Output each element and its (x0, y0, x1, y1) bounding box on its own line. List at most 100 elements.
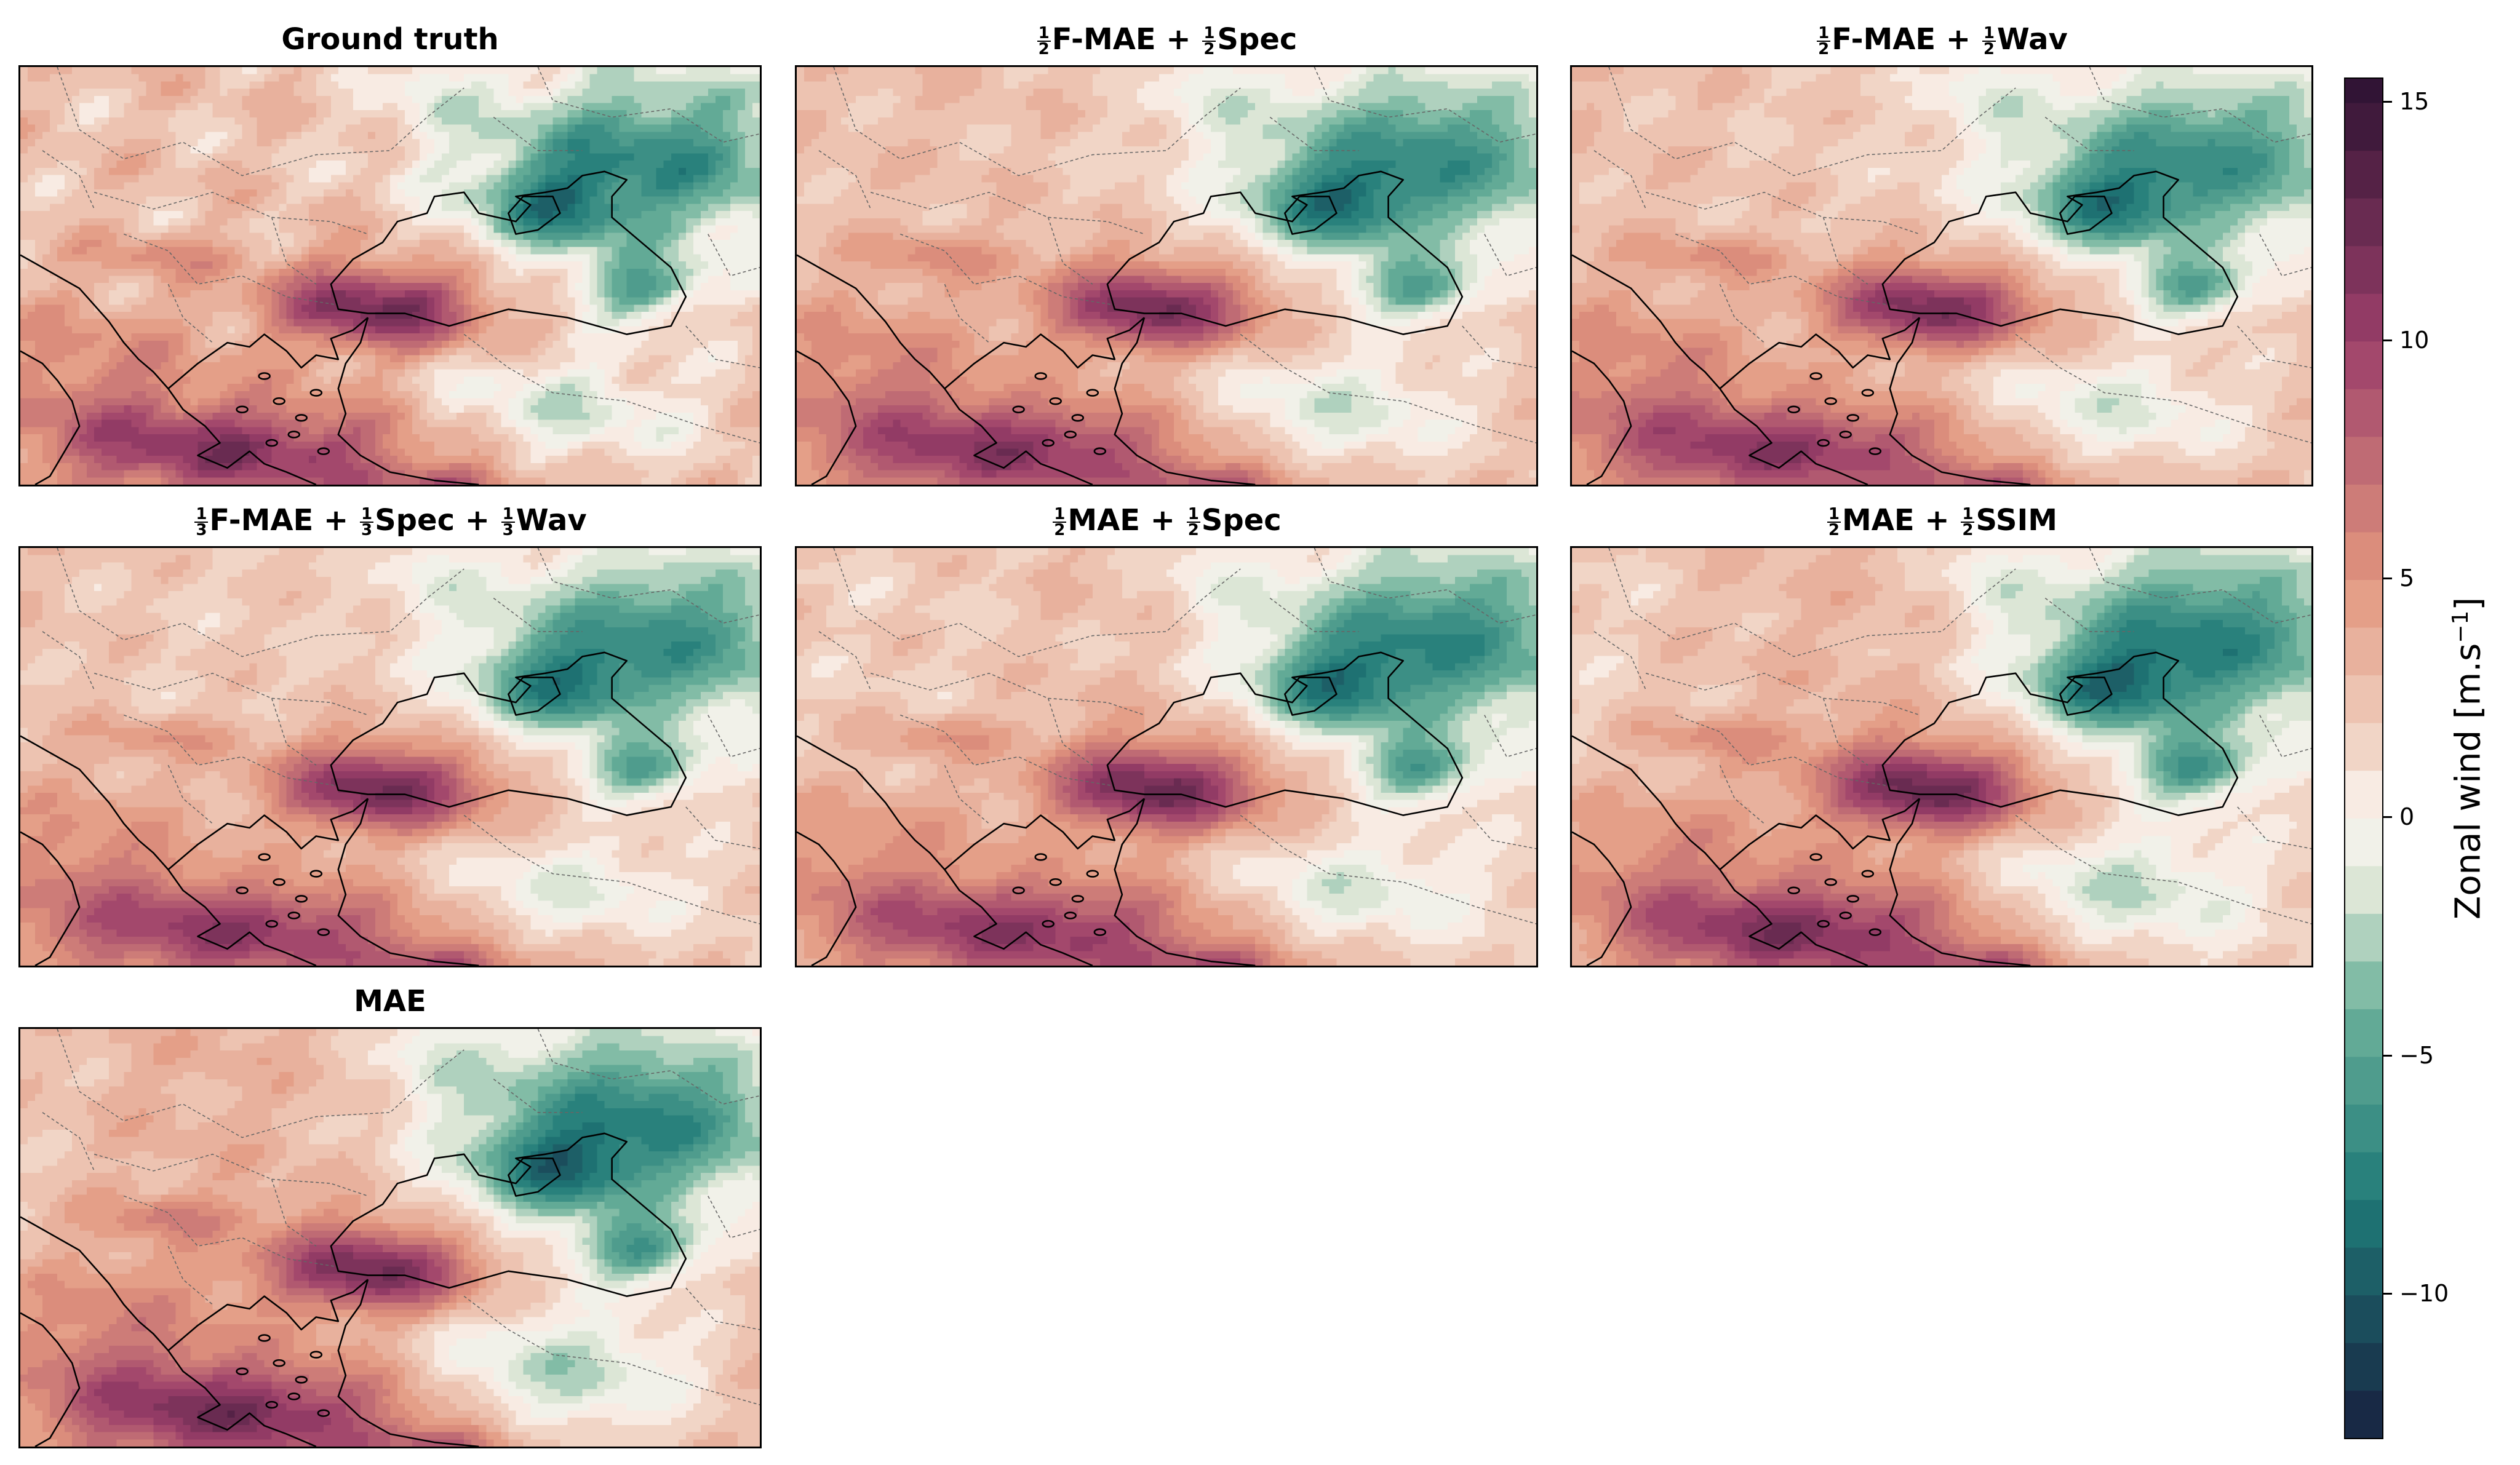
heatmap-cell (382, 398, 391, 406)
heatmap-cell (190, 153, 199, 161)
heatmap-cell (94, 161, 102, 169)
heatmap-cell (205, 333, 213, 341)
heatmap-cell (286, 297, 295, 305)
heatmap-cell (589, 326, 598, 334)
heatmap-cell (582, 161, 591, 169)
heatmap-cell (109, 326, 117, 334)
heatmap-cell (752, 312, 760, 320)
heatmap-cell (648, 319, 657, 327)
heatmap-cell (427, 290, 435, 298)
heatmap-cell (249, 110, 258, 118)
heatmap-cell (656, 225, 664, 233)
heatmap-cell (390, 124, 398, 132)
heatmap-cell (434, 312, 442, 320)
heatmap-cell (589, 419, 598, 427)
heatmap-cell (87, 95, 95, 104)
heatmap-cell (619, 304, 628, 312)
heatmap-cell (412, 405, 420, 413)
heatmap-cell (671, 290, 679, 298)
heatmap-cell (744, 412, 753, 421)
heatmap-cell (752, 405, 760, 413)
heatmap-cell (183, 81, 191, 89)
heatmap-cell (752, 239, 760, 248)
heatmap-cell (612, 81, 620, 89)
heatmap-cell (405, 204, 413, 212)
heatmap-cell (50, 225, 58, 233)
heatmap-cell (345, 204, 354, 212)
heatmap-cell (730, 384, 738, 392)
heatmap-cell (264, 362, 273, 370)
heatmap-cell (220, 362, 228, 370)
heatmap-cell (685, 369, 694, 377)
heatmap-cell (183, 146, 191, 154)
heatmap-cell (205, 167, 213, 176)
heatmap-cell (367, 319, 376, 327)
heatmap-cell (708, 384, 716, 392)
heatmap-cell (434, 376, 442, 384)
heatmap-cell (538, 419, 546, 427)
heatmap-cell (220, 161, 228, 169)
heatmap-cell (560, 333, 568, 341)
heatmap-cell (124, 261, 132, 269)
heatmap-cell (116, 189, 124, 197)
heatmap-cell (641, 103, 650, 111)
heatmap-cell (124, 175, 132, 183)
heatmap-cell (153, 304, 161, 312)
heatmap-cell (538, 95, 546, 104)
heatmap-cell (50, 189, 58, 197)
heatmap-cell (722, 211, 731, 219)
heatmap-cell (138, 326, 146, 334)
heatmap-cell (434, 167, 442, 176)
heatmap-cell (530, 232, 538, 240)
heatmap-cell (575, 239, 583, 248)
heatmap-cell (427, 398, 435, 406)
heatmap-cell (390, 175, 398, 183)
heatmap-cell (685, 405, 694, 413)
heatmap-cell (708, 225, 716, 233)
heatmap-cell (405, 412, 413, 421)
heatmap-cell (124, 204, 132, 212)
heatmap-cell (249, 146, 258, 154)
heatmap-cell (434, 268, 442, 277)
heatmap-cell (102, 232, 110, 240)
heatmap-cell (175, 304, 184, 312)
heatmap-cell (626, 405, 635, 413)
heatmap-cell (146, 124, 154, 132)
heatmap-cell (449, 225, 457, 233)
heatmap-cell (286, 175, 295, 183)
heatmap-cell (493, 74, 501, 82)
heatmap-cell (693, 89, 701, 97)
heatmap-cell (752, 254, 760, 262)
heatmap-cell (744, 232, 753, 240)
heatmap-cell (744, 254, 753, 262)
heatmap-cell (412, 276, 420, 284)
heatmap-cell (242, 347, 250, 355)
heatmap-cell (87, 132, 95, 140)
heatmap-cell (685, 340, 694, 349)
heatmap-cell (197, 232, 206, 240)
heatmap-cell (464, 247, 472, 255)
heatmap-cell (72, 376, 80, 384)
heatmap-cell (197, 283, 206, 291)
heatmap-cell (301, 89, 309, 97)
heatmap-cell (457, 398, 465, 406)
heatmap-cell (205, 204, 213, 212)
heatmap-cell (412, 398, 420, 406)
heatmap-cell (589, 74, 598, 82)
heatmap-cell (153, 419, 161, 427)
heatmap-cell (286, 384, 295, 392)
heatmap-cell (634, 103, 642, 111)
heatmap-cell (161, 161, 169, 169)
heatmap-cell (175, 326, 184, 334)
heatmap-cell (234, 419, 243, 427)
heatmap-cell (279, 153, 287, 161)
heatmap-cell (715, 161, 724, 169)
heatmap-cell (501, 247, 509, 255)
heatmap-cell (109, 211, 117, 219)
heatmap-cell (641, 232, 650, 240)
heatmap-cell (257, 268, 265, 277)
heatmap-cell (597, 211, 605, 219)
heatmap-cell (50, 405, 58, 413)
heatmap-cell (434, 239, 442, 248)
heatmap-cell (471, 211, 479, 219)
